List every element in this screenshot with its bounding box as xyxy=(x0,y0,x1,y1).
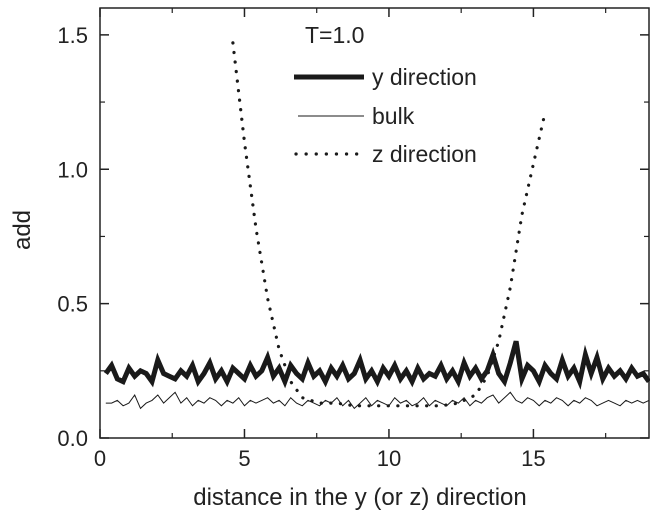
y-tick-label: 0.5 xyxy=(57,292,88,317)
temperature-annotation: T=1.0 xyxy=(305,22,364,48)
series-line-y-direction xyxy=(103,340,650,390)
y-axis-title: add xyxy=(9,210,36,250)
legend-label-bulk: bulk xyxy=(372,103,415,129)
tick-layer: 0 5 10 15 0.0 0.5 1.0 1.5 xyxy=(57,8,649,471)
x-axis-title: distance in the y (or z) direction xyxy=(193,484,526,511)
plot-frame xyxy=(99,7,650,439)
legend: y direction bulk z direction xyxy=(294,64,477,167)
y-tick-label: 1.0 xyxy=(57,157,88,182)
legend-label-y-direction: y direction xyxy=(372,64,477,90)
series-line-z-direction xyxy=(231,41,547,408)
y-tick-label: 0.0 xyxy=(57,426,88,451)
x-tick-label: 5 xyxy=(238,446,250,471)
x-tick-label: 15 xyxy=(521,446,545,471)
x-tick-label: 0 xyxy=(94,446,106,471)
x-tick-label: 10 xyxy=(377,446,401,471)
series-layer xyxy=(103,41,650,410)
legend-label-z-direction: z direction xyxy=(372,141,477,167)
series-line-bulk xyxy=(105,391,650,410)
y-tick-label: 1.5 xyxy=(57,23,88,48)
